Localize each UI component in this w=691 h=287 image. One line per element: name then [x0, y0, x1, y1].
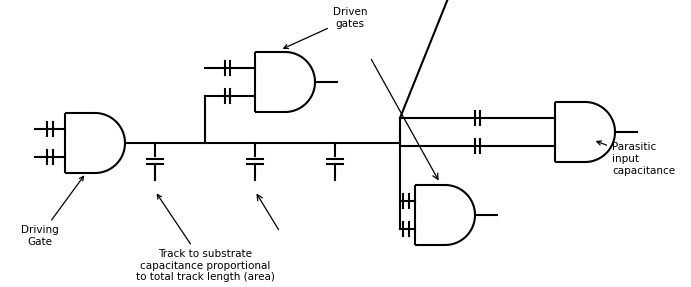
Text: Driven
gates: Driven gates — [284, 7, 367, 49]
Text: Track to substrate
capacitance proportional
to total track length (area): Track to substrate capacitance proportio… — [135, 195, 274, 282]
Text: Parasitic
input
capacitance: Parasitic input capacitance — [597, 141, 675, 176]
Text: Driving
Gate: Driving Gate — [21, 177, 84, 247]
